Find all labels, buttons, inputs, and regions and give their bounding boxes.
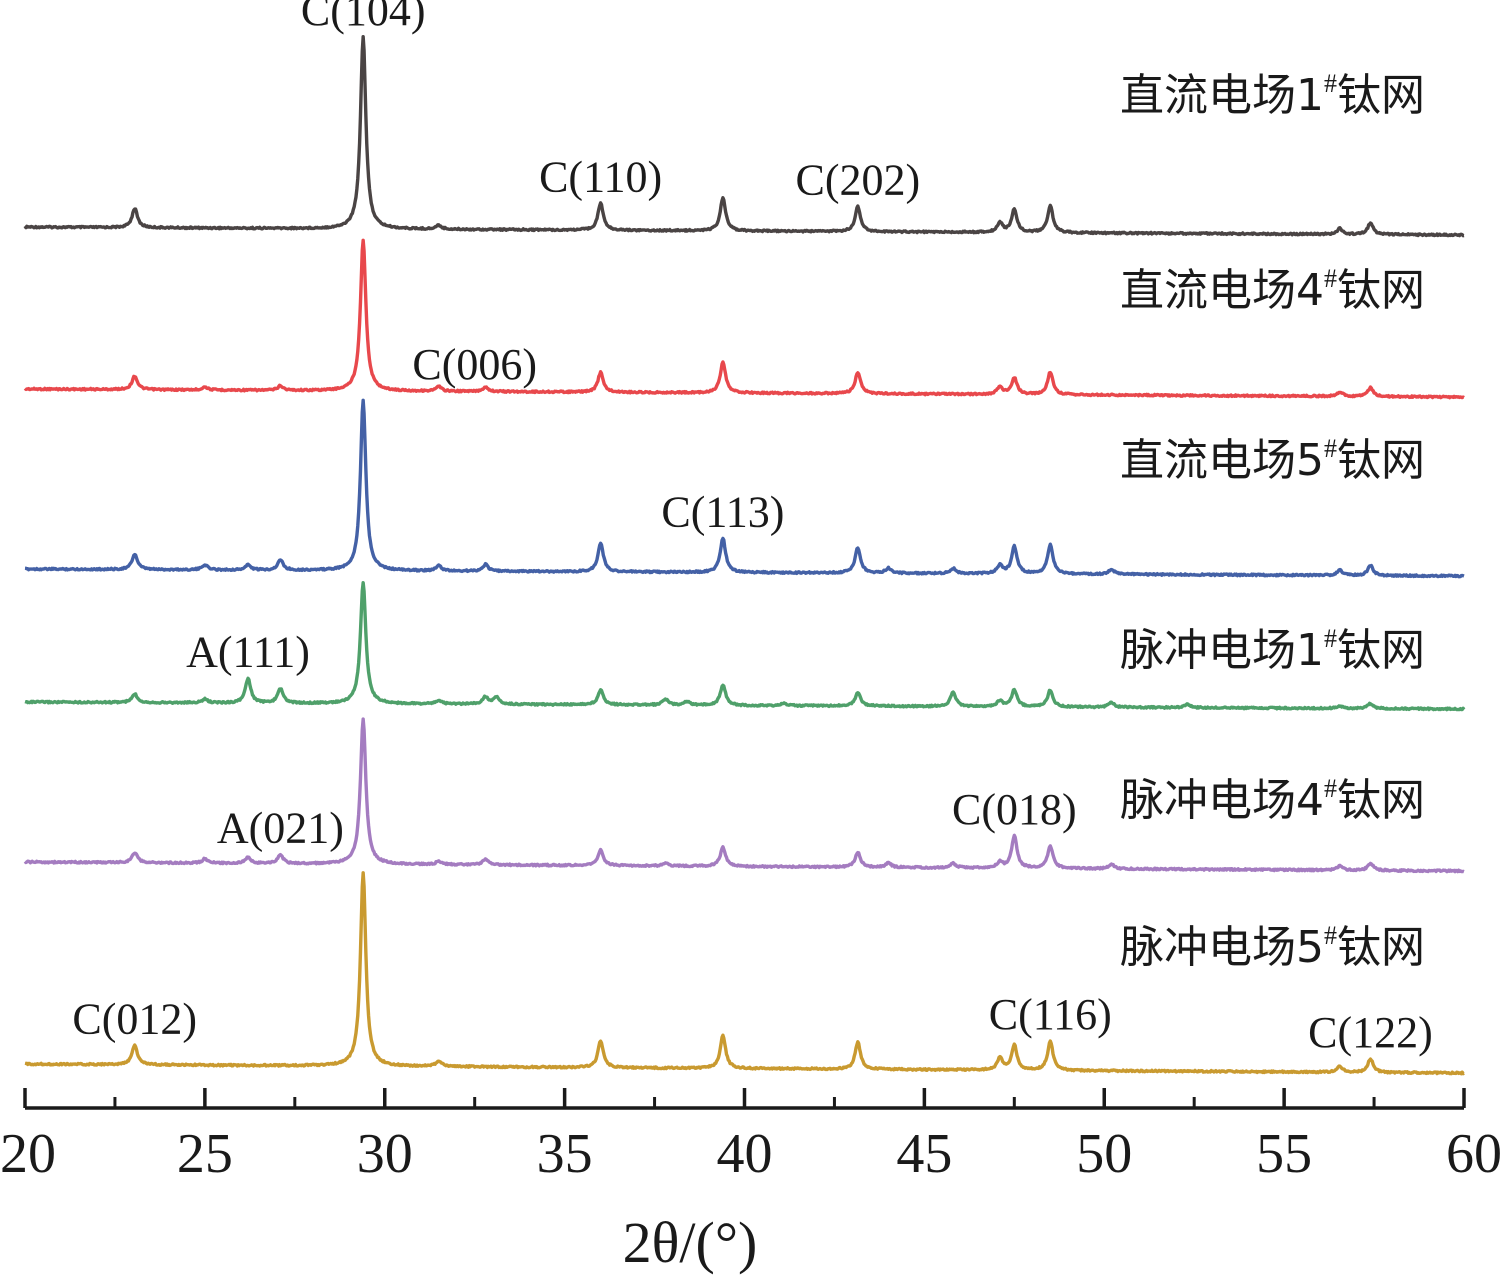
series-label-name: 直流电场5 bbox=[1120, 435, 1324, 486]
x-tick-label: 35 bbox=[537, 1123, 593, 1185]
peak-label: C(110) bbox=[539, 152, 662, 201]
peak-label: C(122) bbox=[1308, 1008, 1433, 1057]
x-tick-label: 50 bbox=[1076, 1123, 1132, 1185]
x-axis: 20 25 30 35 40 45 50 55 60 bbox=[0, 1088, 1502, 1185]
series-label-3: 直流电场5#钛网 bbox=[1120, 434, 1425, 486]
series-label-name: 直流电场4 bbox=[1120, 265, 1324, 316]
series-label-sup: # bbox=[1324, 434, 1337, 463]
series-label-name: 脉冲电场5 bbox=[1120, 922, 1324, 973]
series-label-sup: # bbox=[1324, 774, 1337, 803]
series-label-sup: # bbox=[1324, 264, 1337, 293]
peak-label: A(111) bbox=[186, 628, 310, 677]
x-tick-label: 25 bbox=[177, 1123, 233, 1185]
series-label-2: 直流电场4#钛网 bbox=[1120, 264, 1425, 316]
series-label-6: 脉冲电场5#钛网 bbox=[1120, 921, 1425, 973]
series-line-3 bbox=[24, 398, 1465, 579]
peak-label: C(104) bbox=[301, 0, 426, 35]
series-label-1: 直流电场1#钛网 bbox=[1120, 69, 1425, 121]
series-line-2 bbox=[23, 238, 1465, 400]
series-line-4 bbox=[24, 581, 1466, 712]
series-line-6 bbox=[24, 871, 1465, 1076]
x-tick-label: 45 bbox=[896, 1123, 952, 1185]
peak-labels-layer: C(104) C(110) C(202) C(006) C(113) A(111) A(02… bbox=[72, 0, 1432, 1057]
peak-label: C(116) bbox=[989, 990, 1112, 1039]
series-label-4: 脉冲电场1#钛网 bbox=[1120, 624, 1425, 676]
series-label-sup: # bbox=[1324, 921, 1337, 950]
x-tick-label: 60 bbox=[1446, 1123, 1502, 1185]
series-label-tail: 钛网 bbox=[1337, 70, 1425, 121]
series-label-sup: # bbox=[1324, 69, 1337, 98]
series-labels-layer: 直流电场1#钛网直流电场4#钛网直流电场5#钛网脉冲电场1#钛网脉冲电场4#钛网… bbox=[1120, 69, 1425, 973]
series-line-5 bbox=[23, 717, 1465, 874]
peak-label: C(202) bbox=[795, 156, 920, 205]
series-label-name: 脉冲电场4 bbox=[1120, 775, 1324, 826]
peak-label: C(113) bbox=[661, 487, 784, 536]
curves-layer bbox=[23, 35, 1466, 1076]
series-label-tail: 钛网 bbox=[1337, 775, 1425, 826]
x-tick-label: 30 bbox=[357, 1123, 413, 1185]
x-tick-label: 20 bbox=[0, 1123, 56, 1185]
series-label-name: 脉冲电场1 bbox=[1120, 625, 1324, 676]
series-label-tail: 钛网 bbox=[1337, 922, 1425, 973]
peak-label: A(021) bbox=[217, 804, 344, 853]
peak-label: C(012) bbox=[72, 994, 197, 1043]
x-tick-label: 55 bbox=[1256, 1123, 1312, 1185]
x-axis-title: 2θ/(°) bbox=[623, 1210, 758, 1275]
peak-label: C(018) bbox=[952, 785, 1077, 834]
series-label-tail: 钛网 bbox=[1337, 265, 1425, 316]
series-label-5: 脉冲电场4#钛网 bbox=[1120, 774, 1425, 826]
peak-label: C(006) bbox=[412, 340, 537, 389]
series-label-sup: # bbox=[1324, 624, 1337, 653]
x-tick-label: 40 bbox=[717, 1123, 773, 1185]
series-label-name: 直流电场1 bbox=[1120, 70, 1324, 121]
series-label-tail: 钛网 bbox=[1337, 435, 1425, 486]
series-label-tail: 钛网 bbox=[1337, 625, 1425, 676]
series-line-1 bbox=[23, 35, 1465, 238]
